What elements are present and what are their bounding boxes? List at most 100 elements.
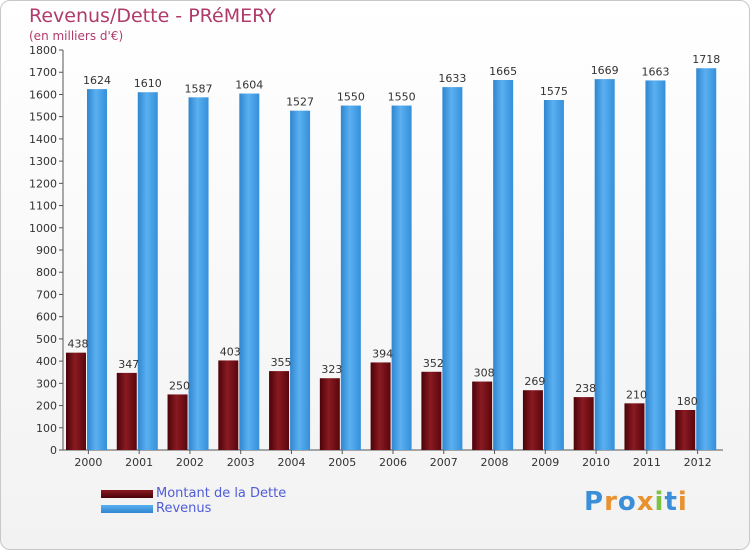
bar-revenus [442,87,463,450]
x-tick-label: 2000 [74,456,102,469]
bar-revenus [645,80,666,450]
data-label-revenus: 1669 [591,64,619,77]
data-label-revenus: 1604 [235,79,263,92]
data-label-revenus: 1665 [489,65,517,78]
bar-revenus [543,100,564,450]
chart-title: Revenus/Dette - PRéMERY [29,5,276,27]
bar-dette [269,371,290,450]
data-label-revenus: 1527 [286,96,314,109]
y-tick-label: 500 [36,333,57,346]
data-label-revenus: 1575 [540,85,568,98]
bar-revenus [493,80,514,450]
logo-letter: o [617,487,637,517]
y-tick-label: 400 [36,355,57,368]
x-tick-label: 2010 [582,456,610,469]
y-tick-label: 800 [36,266,57,279]
data-label-dette: 394 [372,347,393,360]
bar-revenus [188,97,209,450]
data-label-dette: 355 [271,356,292,369]
x-tick-label: 2002 [176,456,204,469]
data-label-dette: 347 [118,358,139,371]
y-tick-label: 1300 [29,155,57,168]
y-tick-label: 1400 [29,133,57,146]
x-tick-label: 2009 [531,456,559,469]
y-tick-label: 300 [36,377,57,390]
y-tick-label: 0 [50,444,57,457]
bar-dette [167,394,188,450]
legend-label-revenus: Revenus [156,501,212,516]
chart-subtitle: (en milliers d'€) [29,29,124,43]
data-label-dette: 438 [68,338,89,351]
logo-letter: i [654,487,665,517]
bar-dette [472,381,493,450]
bar-revenus [340,105,361,451]
y-tick-label: 1600 [29,88,57,101]
logo-letter: t [664,487,678,517]
x-tick-label: 2008 [481,456,509,469]
data-label-dette: 250 [169,379,190,392]
plot-area: 0 100 200 300 400 500 600 700 800 900 1000 1100 1200… [29,44,723,469]
legend-swatch-dette [101,490,153,498]
data-label-revenus: 1550 [388,91,416,104]
x-tick-label: 2006 [379,456,407,469]
x-tick-label: 2001 [125,456,153,469]
logo-letter: r [604,487,618,517]
data-label-dette: 352 [423,357,444,370]
y-tick-label: 900 [36,244,57,257]
bar-dette [116,372,137,450]
logo-letter: P [584,487,605,517]
bar-revenus [239,93,260,451]
bar-dette [573,397,594,450]
x-tick-label: 2012 [684,456,712,469]
legend-swatch-revenus [101,505,153,513]
y-tick-label: 1800 [29,44,57,57]
y-tick-label: 600 [36,311,57,324]
bar-revenus [137,92,158,450]
y-tick-label: 1200 [29,177,57,190]
data-label-revenus: 1587 [185,82,213,95]
legend-label-dette: Montant de la Dette [156,486,287,501]
bar-dette [624,403,645,450]
bar-revenus [290,110,311,451]
data-label-dette: 403 [220,345,241,358]
bar-dette [421,371,442,450]
data-label-revenus: 1663 [641,65,669,78]
data-label-revenus: 1718 [692,53,720,66]
data-label-dette: 180 [677,395,698,408]
x-tick-label: 2011 [633,456,661,469]
data-label-revenus: 1624 [83,74,111,87]
data-label-dette: 210 [626,388,647,401]
y-tick-label: 1000 [29,222,57,235]
y-tick-label: 1700 [29,66,57,79]
data-label-dette: 238 [575,382,596,395]
bar-dette [522,390,543,450]
y-tick-label: 700 [36,288,57,301]
bar-revenus [696,68,717,450]
x-tick-label: 2004 [277,456,305,469]
bar-dette [675,410,696,450]
bar-dette [370,362,391,450]
bar-dette [319,378,340,450]
x-tick-label: 2003 [227,456,255,469]
proxiti-logo: Proxiti [584,487,688,517]
data-label-revenus: 1633 [438,72,466,85]
bar-dette [218,360,239,450]
logo-letter: i [677,487,688,517]
data-label-dette: 308 [474,367,495,380]
y-tick-label: 1500 [29,111,57,124]
bar-dette [66,352,86,450]
bar-revenus [391,105,412,451]
bar-revenus [594,79,615,450]
data-label-revenus: 1550 [337,91,365,104]
x-tick-label: 2007 [430,456,458,469]
y-tick-label: 100 [36,422,57,435]
y-tick-label: 200 [36,400,57,413]
y-tick-label: 1100 [29,200,57,213]
x-tick-label: 2005 [328,456,356,469]
data-label-revenus: 1610 [134,77,162,90]
data-label-dette: 323 [321,363,342,376]
logo-letter: x [636,487,655,517]
bar-revenus [87,89,107,450]
